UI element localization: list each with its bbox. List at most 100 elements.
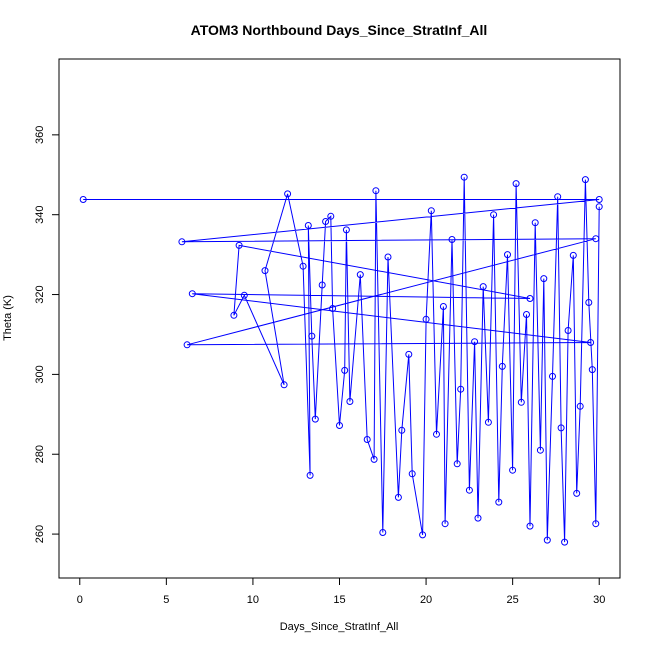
data-point	[474, 514, 482, 522]
data-point	[573, 489, 581, 497]
y-tick-label: 260	[34, 525, 46, 543]
y-tick-label: 320	[34, 285, 46, 303]
y-tick-label: 300	[34, 365, 46, 383]
data-point	[441, 520, 449, 528]
y-axis: 260 280 300 320 340 360	[34, 126, 60, 543]
data-point	[526, 522, 534, 530]
data-point	[512, 180, 520, 188]
data-point	[398, 426, 406, 434]
data-point	[384, 253, 392, 261]
data-point	[564, 327, 572, 334]
data-point	[427, 207, 435, 215]
data-point	[433, 430, 440, 438]
data-point	[531, 219, 539, 227]
data-point	[419, 531, 427, 539]
data-point	[379, 529, 387, 536]
data-point	[561, 538, 569, 546]
x-tick-label: 0	[77, 594, 83, 606]
data-point	[336, 422, 343, 429]
data-point	[554, 193, 562, 201]
data-point	[178, 238, 186, 246]
data-point	[405, 350, 413, 358]
data-point	[588, 366, 596, 374]
data-point	[536, 446, 544, 454]
data-point	[327, 212, 335, 220]
data-point	[509, 466, 517, 474]
x-axis: 0 5 10 15 20 25 30	[77, 577, 605, 606]
data-point	[504, 251, 511, 259]
y-tick-label: 360	[34, 126, 46, 144]
x-tick-label: 30	[593, 594, 605, 606]
data-point	[569, 251, 577, 259]
data-point	[322, 218, 330, 225]
data-point	[526, 295, 534, 302]
x-axis-label: Days_Since_StratInf_All	[280, 621, 399, 633]
plot-frame	[58, 58, 621, 579]
data-point	[457, 385, 465, 393]
x-tick-label: 25	[507, 594, 519, 606]
data-point	[484, 418, 492, 426]
data-point	[557, 424, 565, 432]
x-tick-label: 20	[420, 594, 432, 606]
data-point	[523, 311, 530, 318]
data-point	[356, 271, 364, 279]
data-point	[304, 222, 312, 229]
data-point	[306, 471, 314, 479]
data-point	[495, 498, 503, 506]
data-point	[460, 173, 468, 181]
data-point	[517, 398, 525, 406]
chart-title: ATOM3 Northbound Days_Since_StratInf_All	[191, 22, 488, 38]
x-tick-label: 15	[333, 594, 345, 606]
data-point	[299, 262, 307, 270]
data-point	[240, 291, 248, 299]
data-point	[408, 470, 416, 478]
data-point	[490, 211, 498, 219]
data-point	[471, 338, 479, 346]
data-point	[592, 235, 600, 243]
x-tick-label: 10	[247, 594, 259, 606]
data-point	[422, 315, 430, 323]
data-point	[465, 486, 473, 494]
data-point	[341, 366, 349, 374]
data-point	[498, 362, 506, 370]
data-point	[585, 299, 593, 306]
data-point	[549, 372, 556, 380]
data-point	[363, 436, 371, 443]
data-point	[183, 341, 191, 349]
data-point	[329, 305, 337, 312]
data-point	[543, 536, 551, 544]
data-point	[592, 520, 600, 528]
data-point	[230, 311, 238, 319]
data-point	[308, 332, 316, 340]
data-point	[576, 402, 584, 410]
y-tick-label: 340	[34, 206, 46, 224]
data-point	[595, 203, 603, 211]
data-layer	[79, 173, 603, 546]
data-point	[595, 196, 603, 203]
data-point	[372, 187, 380, 195]
y-axis-label: Theta (K)	[2, 295, 14, 341]
y-tick-label: 280	[34, 445, 46, 463]
data-point	[318, 281, 326, 289]
data-point	[261, 267, 269, 275]
data-point	[370, 455, 378, 463]
data-point	[448, 236, 456, 243]
data-point	[587, 339, 595, 346]
series-line	[83, 177, 600, 543]
data-point	[439, 303, 447, 310]
data-point	[540, 275, 548, 283]
data-point	[581, 176, 589, 184]
data-point	[284, 190, 292, 198]
data-point	[394, 493, 402, 501]
data-point	[453, 460, 461, 468]
data-point	[342, 226, 350, 234]
data-point	[479, 283, 487, 291]
data-point	[188, 290, 196, 298]
data-point	[235, 241, 243, 249]
data-point	[79, 196, 87, 203]
data-point	[346, 398, 354, 405]
data-point	[311, 415, 319, 423]
x-tick-label: 5	[163, 594, 169, 606]
data-point	[280, 381, 288, 389]
